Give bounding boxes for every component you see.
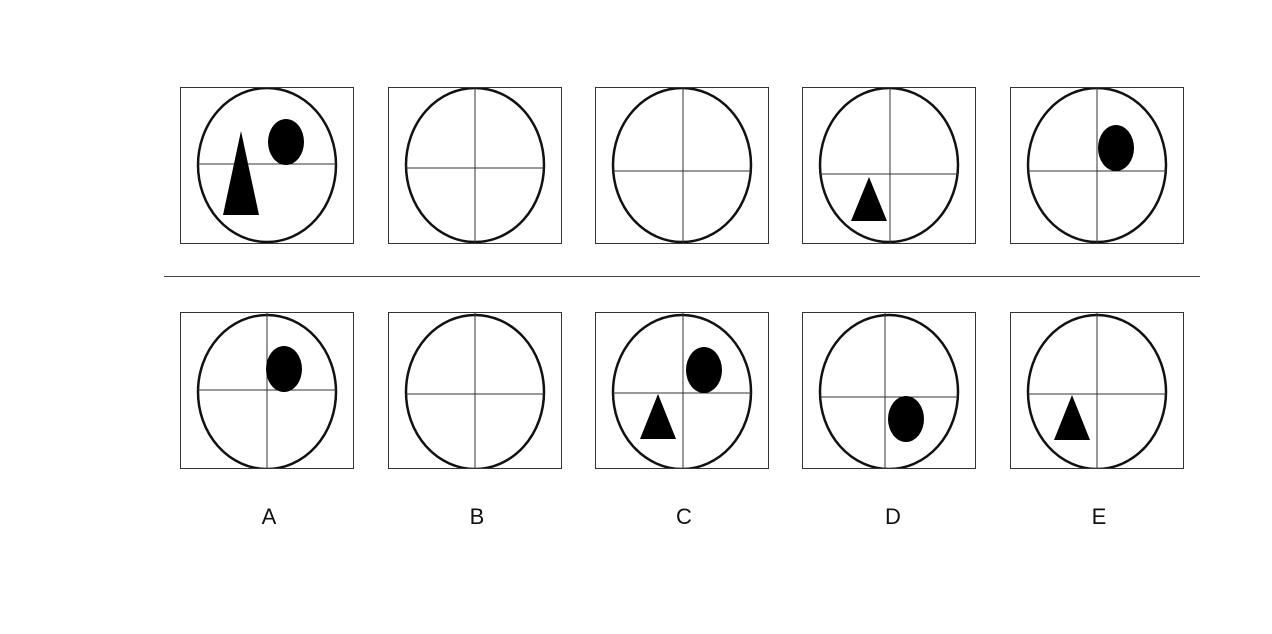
option-panel-a[interactable]: [180, 312, 354, 469]
black-oval: [888, 396, 924, 442]
black-triangle: [851, 177, 887, 221]
option-label-c: C: [676, 504, 692, 529]
question-panel-5: [1010, 87, 1184, 244]
black-oval: [686, 347, 722, 393]
option-panel-b[interactable]: [388, 312, 562, 469]
question-panel-3: [595, 87, 769, 244]
option-label-b: B: [469, 504, 485, 529]
question-panel-1: [180, 87, 354, 244]
black-triangle: [223, 131, 259, 215]
black-oval: [268, 119, 304, 165]
option-label-d: D: [885, 504, 901, 529]
question-panel-4: [802, 87, 976, 244]
option-panel-c[interactable]: [595, 312, 769, 469]
option-panel-d[interactable]: [802, 312, 976, 469]
question-panel-2: [388, 87, 562, 244]
black-triangle: [1054, 395, 1090, 440]
black-oval: [1098, 125, 1134, 171]
row-divider: [164, 276, 1200, 277]
option-label-a: A: [261, 504, 277, 529]
black-triangle: [640, 394, 676, 439]
black-oval: [266, 346, 302, 392]
option-panel-e[interactable]: [1010, 312, 1184, 469]
option-label-e: E: [1091, 504, 1107, 529]
